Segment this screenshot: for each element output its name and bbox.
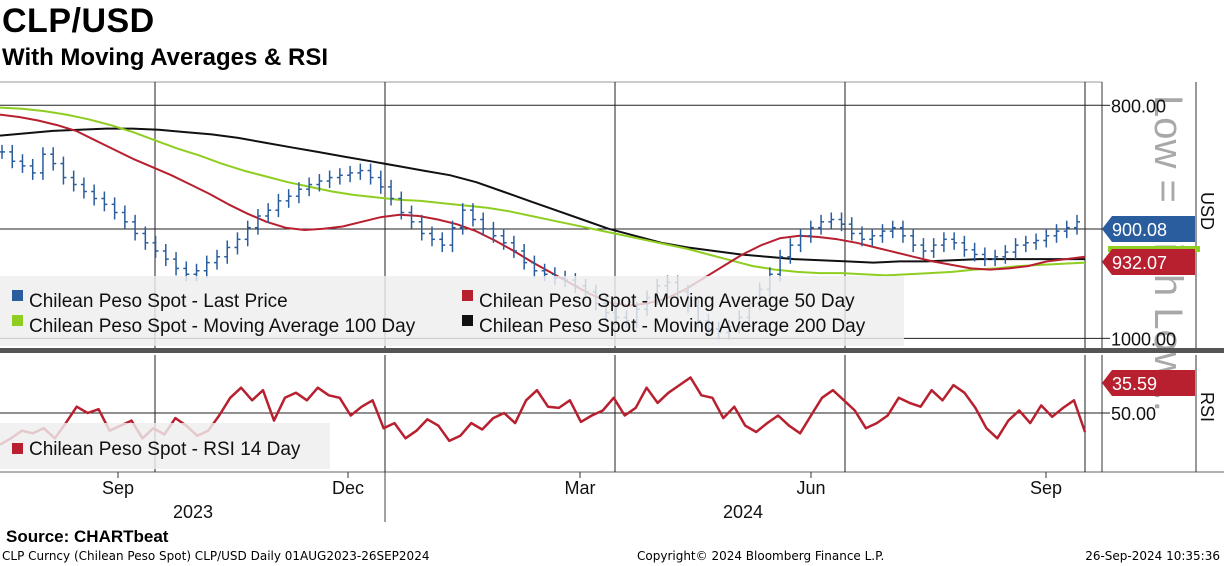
series-ma200-line xyxy=(0,127,1085,264)
x-year-label-0: 2023 xyxy=(173,502,213,522)
x-tick-label-2: Mar xyxy=(565,478,596,498)
series-ma100-line xyxy=(0,106,1086,277)
series-rsi-line xyxy=(0,376,1087,446)
series-ma50-line xyxy=(0,113,1086,307)
legend-swatch-0 xyxy=(12,290,23,301)
x-tick-label-1: Dec xyxy=(332,478,364,498)
chart-title: CLP/USD xyxy=(2,2,155,40)
source-note: Source: CHARTbeat xyxy=(6,527,169,546)
chart-subtitle: With Moving Averages & RSI xyxy=(2,44,329,71)
panel-divider xyxy=(0,348,1224,353)
legend-label-rsi: Chilean Peso Spot - RSI 14 Day xyxy=(29,439,301,460)
rsi-legend-box xyxy=(0,423,330,469)
legend-swatch-rsi xyxy=(12,443,23,454)
legend-label-2: Chilean Peso Spot - Moving Average 100 D… xyxy=(29,316,416,337)
x-tick-label-3: Jun xyxy=(796,478,825,498)
last-price-tag-shape xyxy=(1102,216,1195,242)
price-ytick-label-1: 1000.00 xyxy=(1111,329,1176,349)
price-legend-box xyxy=(0,276,904,346)
footer-copyright: Copyright© 2024 Bloomberg Finance L.P. xyxy=(637,549,885,563)
legend-label-1: Chilean Peso Spot - Moving Average 50 Da… xyxy=(479,291,855,312)
rsi-tag-label: 35.59 xyxy=(1112,374,1157,394)
price-ytick-label-0: 800.00 xyxy=(1111,96,1166,116)
x-tick-label-0: Sep xyxy=(102,478,134,498)
ma50-tag-label: 932.07 xyxy=(1112,253,1167,273)
legend-swatch-2 xyxy=(12,315,23,326)
footer-security: CLP Curncy (Chilean Peso Spot) CLP/USD D… xyxy=(2,549,430,563)
rsi-ytick-label-0: 50.00 xyxy=(1111,404,1156,424)
x-year-label-1: 2024 xyxy=(723,502,763,522)
price-y-axis-title: USD xyxy=(1197,192,1217,230)
legend-label-0: Chilean Peso Spot - Last Price xyxy=(29,291,288,312)
rsi-y-axis-title: RSI xyxy=(1197,392,1217,422)
x-tick-label-4: Sep xyxy=(1030,478,1062,498)
legend-label-3: Chilean Peso Spot - Moving Average 200 D… xyxy=(479,316,866,337)
rsi-tag-shape xyxy=(1102,370,1195,396)
legend-swatch-3 xyxy=(462,315,473,326)
ma50-tag-shape xyxy=(1102,249,1195,275)
last-price-tag-label: 900.08 xyxy=(1112,220,1167,240)
footer-timestamp: 26-Sep-2024 10:35:36 xyxy=(1085,549,1220,563)
legend-swatch-1 xyxy=(462,290,473,301)
